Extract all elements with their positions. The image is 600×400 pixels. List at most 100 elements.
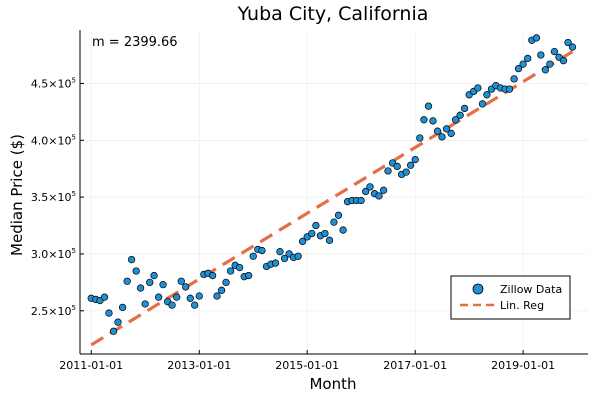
data-point — [460, 104, 469, 113]
data-point — [312, 221, 320, 230]
data-point — [519, 60, 527, 68]
data-point — [141, 300, 149, 308]
data-point — [191, 301, 199, 309]
data-point — [271, 259, 280, 267]
data-point — [182, 283, 190, 291]
data-point — [402, 168, 410, 176]
data-point — [424, 102, 433, 110]
chart-title: Yuba City, California — [237, 3, 429, 25]
data-point — [411, 155, 419, 164]
data-point — [105, 309, 113, 317]
data-point — [235, 263, 244, 272]
data-point — [546, 60, 554, 68]
data-point — [136, 284, 145, 292]
data-point — [118, 303, 127, 312]
data-point — [393, 162, 401, 171]
legend-marker-zillow — [472, 283, 484, 295]
data-point — [384, 167, 392, 175]
linreg-line — [90, 50, 574, 347]
data-point — [537, 51, 545, 59]
data-point — [510, 75, 518, 83]
x-tick-label: 2011-01-01 — [59, 359, 123, 372]
data-point — [568, 43, 577, 51]
data-point — [379, 186, 388, 194]
data-point — [100, 293, 109, 301]
slope-annotation: m = 2399.66 — [92, 35, 178, 50]
legend-label-linreg: Lin. Reg — [500, 299, 544, 312]
data-point — [420, 116, 428, 124]
x-tick-label: 2013-01-01 — [167, 359, 231, 372]
scatter-points — [87, 34, 577, 335]
data-point — [146, 278, 154, 287]
x-tick-label: 2017-01-01 — [383, 359, 447, 372]
data-point — [208, 271, 217, 280]
data-point — [447, 129, 455, 138]
data-point — [244, 271, 253, 280]
data-point — [406, 161, 415, 169]
data-point — [294, 252, 302, 260]
regression-line — [90, 50, 574, 347]
data-point — [195, 292, 203, 300]
data-point — [474, 84, 482, 92]
data-point — [173, 293, 181, 301]
data-point — [524, 54, 532, 63]
data-point — [456, 111, 464, 119]
y-tick-label: 2.5×105 — [31, 304, 76, 318]
x-axis-label: Month — [309, 375, 356, 393]
data-point — [132, 267, 140, 275]
data-point — [366, 183, 374, 191]
data-point — [429, 117, 437, 125]
data-point — [308, 229, 316, 238]
data-point — [217, 286, 226, 294]
data-point — [334, 211, 343, 219]
data-point — [258, 246, 266, 255]
data-point — [564, 38, 572, 47]
data-point — [213, 292, 221, 300]
data-point — [442, 125, 451, 133]
data-point — [438, 133, 446, 141]
data-point — [532, 34, 541, 42]
data-point — [321, 229, 329, 238]
data-point — [339, 226, 347, 234]
data-point — [478, 100, 487, 108]
legend-label-zillow: Zillow Data — [500, 283, 562, 296]
data-point — [154, 293, 163, 301]
y-tick-label: 3.0×105 — [31, 247, 76, 261]
x-tick-label: 2015-01-01 — [275, 359, 339, 372]
data-point — [298, 237, 307, 246]
data-point — [226, 267, 235, 275]
data-point — [541, 66, 550, 74]
data-point — [375, 192, 383, 200]
data-point — [451, 116, 460, 124]
data-point — [109, 327, 118, 335]
data-point — [357, 196, 365, 205]
data-point — [222, 278, 230, 287]
grid — [80, 30, 588, 354]
data-point — [559, 57, 568, 65]
data-point — [249, 252, 257, 260]
y-axis-label: Median Price ($) — [8, 134, 26, 256]
data-point — [114, 318, 122, 326]
data-point — [325, 236, 334, 244]
y-ticks: 2.5×105 3.0×105 3.5×105 4.0×105 4.5×105 — [31, 76, 84, 318]
y-tick-label: 4.5×105 — [31, 76, 76, 90]
data-point — [177, 277, 185, 285]
data-point — [550, 47, 559, 56]
data-point — [123, 277, 131, 285]
data-point — [280, 254, 289, 263]
data-point — [168, 301, 176, 309]
y-tick-label: 4.0×105 — [31, 133, 76, 147]
data-point — [362, 187, 370, 196]
legend-box — [450, 275, 571, 320]
data-point — [433, 127, 442, 135]
data-point — [330, 218, 338, 226]
data-point — [483, 91, 491, 99]
x-tick-label: 2019-01-01 — [491, 359, 555, 372]
data-point — [127, 255, 136, 264]
legend: Zillow Data Lin. Reg — [450, 275, 571, 320]
data-point — [505, 85, 514, 93]
data-point — [150, 271, 158, 280]
axes — [79, 30, 588, 355]
x-ticks: 2011-01-01 2013-01-01 2015-01-01 2017-01-01… — [59, 350, 555, 372]
